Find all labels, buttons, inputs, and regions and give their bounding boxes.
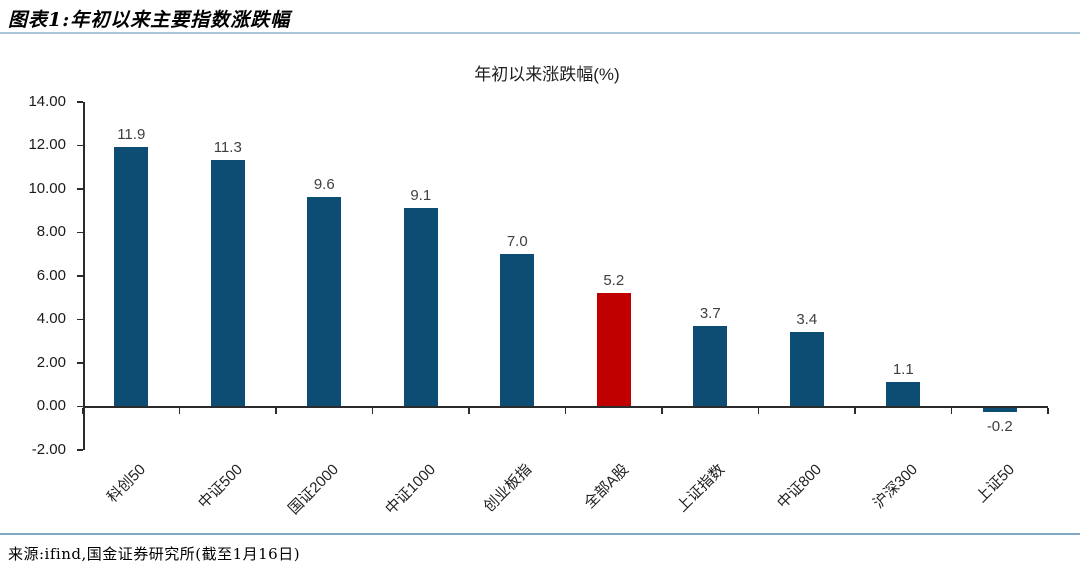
x-category-label: 沪深300 <box>870 461 922 512</box>
footer-divider <box>0 533 1080 535</box>
y-tick <box>77 449 83 451</box>
bar-value-label: -0.2 <box>986 418 1013 436</box>
x-category-label: 中证1000 <box>381 461 439 518</box>
chart-bar <box>500 253 535 406</box>
chart-bar <box>693 325 728 406</box>
chart-bar <box>114 147 149 406</box>
y-tick <box>77 318 83 320</box>
y-tick-label: -2.00 <box>31 440 66 458</box>
y-tick-label: 6.00 <box>36 266 66 284</box>
x-tick <box>564 408 567 414</box>
bar-value-label: 9.6 <box>313 176 335 194</box>
x-tick <box>371 408 374 414</box>
x-category-label: 全部A股 <box>580 461 632 512</box>
chart-bar <box>307 197 342 406</box>
y-tick <box>77 188 83 190</box>
x-category-label: 中证500 <box>194 461 246 512</box>
x-tick <box>1047 408 1049 414</box>
y-tick-label: 8.00 <box>36 223 66 240</box>
y-tick <box>77 362 83 364</box>
chart-bar <box>789 332 824 406</box>
y-tick-label: 4.00 <box>36 310 66 327</box>
x-tick <box>661 408 663 414</box>
y-tick <box>77 405 83 407</box>
y-tick <box>77 144 83 146</box>
chart-bar <box>886 382 921 406</box>
bar-value-label: 3.7 <box>699 304 721 322</box>
y-tick <box>77 231 83 233</box>
x-tick <box>275 408 277 414</box>
y-tick <box>77 101 83 103</box>
x-category-label: 创业板指 <box>480 461 536 516</box>
y-axis-line <box>83 101 85 450</box>
x-category-label: 科创50 <box>104 461 150 507</box>
x-axis-line <box>83 406 1048 408</box>
bar-value-label: 5.2 <box>603 271 625 289</box>
bar-value-label: 11.9 <box>117 126 146 144</box>
chart-bar <box>596 292 631 406</box>
chart-bar <box>982 408 1017 413</box>
chart-bar <box>403 208 438 406</box>
bar-value-label: 9.1 <box>410 187 432 205</box>
x-tick <box>468 408 470 414</box>
figure-caption: 图表1:年初以来主要指数涨跌幅 <box>8 9 291 31</box>
x-tick <box>854 408 856 414</box>
y-tick-label: 14.00 <box>28 92 66 110</box>
x-tick <box>950 408 953 414</box>
x-category-label: 上证50 <box>972 461 1018 507</box>
x-category-label: 国证2000 <box>285 461 343 518</box>
header-divider <box>0 32 1080 34</box>
x-tick <box>178 408 181 414</box>
x-category-label: 中证800 <box>773 461 825 512</box>
y-tick-label: 2.00 <box>36 353 66 371</box>
bar-value-label: 11.3 <box>213 139 242 157</box>
chart-title: 年初以来涨跌幅(%) <box>474 65 620 84</box>
x-tick <box>757 408 760 414</box>
x-tick <box>82 408 84 414</box>
y-tick-label: 10.00 <box>28 179 66 197</box>
x-category-label: 上证指数 <box>673 461 729 516</box>
bar-value-label: 7.0 <box>506 232 528 250</box>
y-tick-label: 12.00 <box>28 136 66 153</box>
bar-value-label: 1.1 <box>892 361 914 379</box>
chart-bar <box>210 160 245 406</box>
y-tick <box>77 275 83 277</box>
y-tick-label: 0.00 <box>36 397 66 414</box>
source-note: 来源:ifind,国金证券研究所(截至1月16日) <box>8 545 301 563</box>
bar-value-label: 3.4 <box>796 311 818 329</box>
